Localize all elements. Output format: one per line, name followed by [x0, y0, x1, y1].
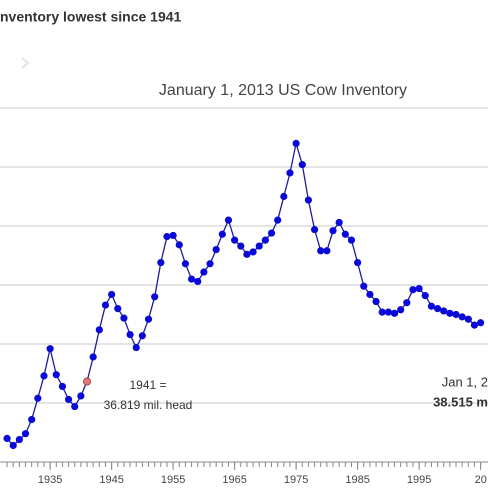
data-point [89, 353, 97, 361]
data-point [34, 394, 42, 402]
x-tick-label: 1955 [161, 474, 185, 486]
data-point [157, 258, 165, 267]
data-point [292, 139, 300, 147]
data-point [446, 309, 454, 317]
annotation: 38.515 m [433, 394, 488, 409]
data-point [378, 308, 386, 316]
data-point [397, 306, 405, 314]
data-point [440, 307, 448, 315]
page-header: nventory lowest since 1941 [0, 9, 182, 25]
data-point [101, 301, 110, 309]
data-point [126, 330, 134, 339]
data-point [427, 302, 436, 310]
data-point [120, 314, 128, 322]
data-point [237, 242, 245, 250]
data-point [286, 169, 294, 177]
data-point [304, 196, 313, 204]
data-point [433, 305, 442, 313]
data-point [360, 282, 368, 290]
data-point [194, 277, 202, 286]
data-point [415, 284, 423, 293]
data-point [261, 236, 269, 244]
x-tick-label: 1975 [284, 474, 308, 486]
x-tick-label: 20 [475, 474, 487, 486]
data-point [458, 313, 466, 321]
data-point [181, 260, 190, 268]
data-point [40, 372, 48, 380]
nav-icon [21, 57, 30, 69]
data-point [114, 305, 122, 313]
data-point [274, 216, 282, 224]
data-point [390, 309, 399, 317]
data-point [464, 315, 472, 323]
data-point [323, 247, 331, 255]
data-point [21, 430, 30, 438]
chart-title: January 1, 2013 US Cow Inventory [159, 82, 407, 99]
data-point [144, 315, 153, 323]
series-line [6, 143, 481, 447]
data-point [151, 293, 159, 301]
data-point [354, 258, 362, 267]
data-point [267, 229, 276, 237]
data-point [218, 230, 226, 238]
annotation: 36.819 mil. head [104, 398, 193, 412]
annotation: 1941 = [129, 378, 166, 392]
data-point [347, 236, 356, 244]
data-point [366, 290, 374, 299]
data-point [329, 227, 337, 235]
data-point [187, 275, 196, 283]
data-point [335, 218, 343, 227]
x-tick-label: 1935 [38, 474, 62, 486]
data-point [341, 230, 349, 238]
data-point [71, 402, 79, 411]
data-point [421, 292, 429, 300]
data-point [280, 192, 288, 201]
data-point [249, 248, 257, 256]
data-point [470, 321, 479, 329]
data-point [403, 299, 411, 307]
data-point [255, 242, 263, 250]
data-point [52, 371, 60, 379]
data-point [452, 310, 460, 319]
data-point [46, 345, 54, 353]
data-point [231, 236, 239, 244]
data-point [224, 216, 233, 224]
data-point [95, 326, 103, 334]
data-point [212, 246, 220, 254]
data-point [64, 395, 73, 404]
data-point [310, 225, 319, 234]
data-point [298, 161, 306, 169]
annotation: Jan 1, 2 [442, 374, 488, 389]
data-point [58, 382, 67, 391]
data-point [108, 290, 116, 299]
data-point [372, 297, 380, 306]
x-tick-label: 1995 [407, 474, 431, 486]
data-point [132, 343, 140, 352]
data-point [3, 434, 11, 442]
highlight-point [83, 377, 92, 386]
data-point [317, 247, 325, 255]
data-point [409, 286, 417, 294]
x-tick-label: 1945 [99, 474, 123, 486]
data-point [384, 308, 392, 316]
data-point [200, 268, 208, 276]
data-point [77, 392, 85, 400]
data-point [15, 435, 23, 444]
data-point [28, 415, 36, 424]
data-point [243, 250, 251, 258]
data-point [175, 241, 183, 249]
data-point [138, 332, 146, 340]
x-tick-label: 1985 [345, 474, 369, 486]
data-point [169, 231, 177, 240]
data-point [477, 319, 485, 327]
data-point [9, 441, 17, 450]
data-point [163, 233, 171, 241]
data-point [206, 260, 214, 268]
x-tick-label: 1965 [222, 474, 246, 486]
